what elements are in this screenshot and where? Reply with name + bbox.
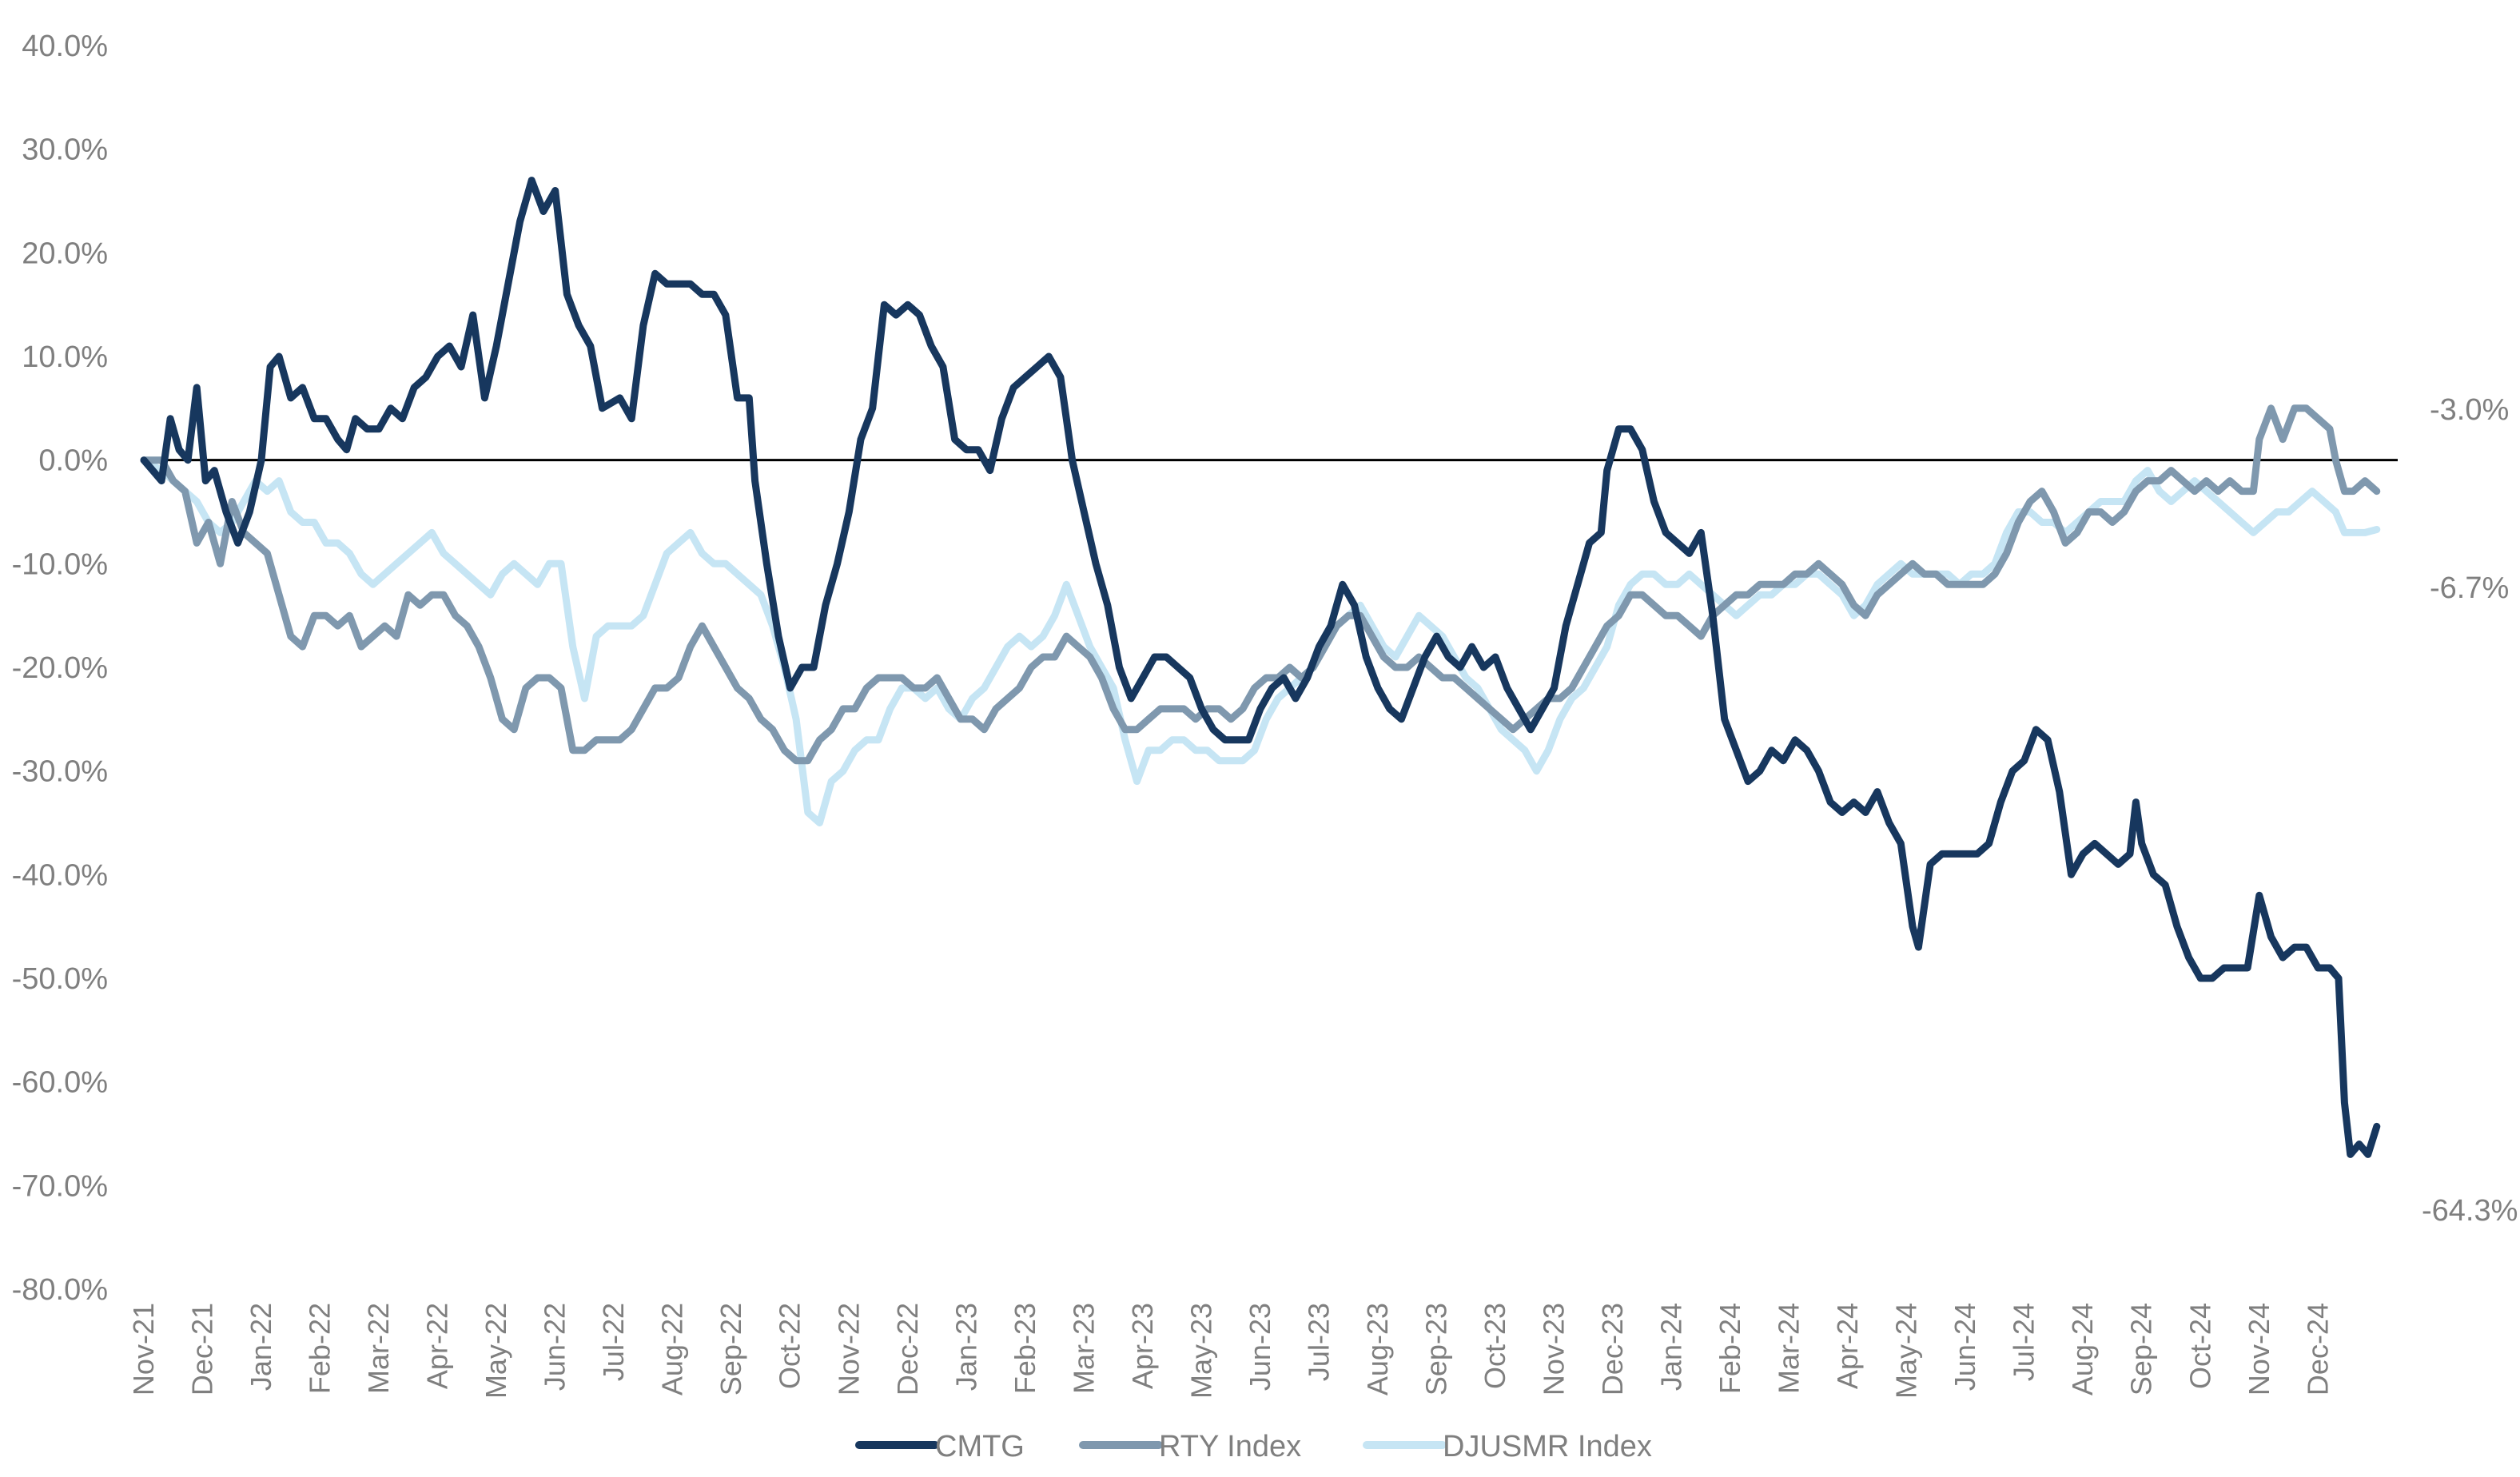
y-tick-label: 40.0% [22, 30, 108, 63]
x-tick-label: Dec-22 [891, 1303, 924, 1395]
x-tick-label: Jun-24 [1949, 1303, 1981, 1391]
x-tick-label: Jan-24 [1655, 1303, 1688, 1391]
x-tick-label: Mar-24 [1773, 1303, 1805, 1394]
series-line-cmtg [140, 177, 2381, 1158]
end-value-label: -3.0% [2430, 393, 2509, 427]
y-tick-label: -10.0% [12, 547, 108, 581]
y-tick-label: 30.0% [22, 133, 108, 167]
x-tick-label: Dec-23 [1596, 1303, 1629, 1395]
x-tick-label: Jun-23 [1244, 1303, 1276, 1391]
x-tick-label: May-24 [1890, 1303, 1923, 1399]
y-tick-label: -50.0% [12, 962, 108, 996]
x-tick-label: Feb-22 [304, 1303, 336, 1394]
x-tick-label: Jul-24 [2008, 1303, 2040, 1381]
x-tick-label: Oct-23 [1479, 1303, 1511, 1389]
x-axis-tick-labels: Nov-21 Dec-21 Jan-22 Feb-22 Mar-22 Apr-22 May-… [127, 1303, 2334, 1399]
x-tick-label: Aug-23 [1361, 1303, 1394, 1395]
x-tick-label: Jan-23 [949, 1303, 982, 1391]
legend-label: RTY Index [1159, 1430, 1301, 1463]
end-value-label: -64.3% [2422, 1194, 2518, 1228]
x-tick-label: Nov-22 [832, 1303, 865, 1395]
y-tick-label: -80.0% [12, 1273, 108, 1307]
x-tick-label: Nov-23 [1538, 1303, 1571, 1395]
legend: CMTG RTY Index DJUSMR Index [855, 1430, 1652, 1463]
x-tick-label: Jun-22 [539, 1303, 571, 1391]
y-axis-tick-labels: 40.0% 30.0% 20.0% 10.0% 0.0% -10.0% -20.0% -30.… [12, 30, 108, 1307]
y-tick-label: 20.0% [22, 237, 108, 270]
x-tick-label: Feb-23 [1009, 1303, 1041, 1394]
x-tick-label: Aug-24 [2066, 1303, 2099, 1395]
y-tick-label: -30.0% [12, 755, 108, 789]
x-tick-label: Dec-24 [2301, 1303, 2334, 1395]
x-tick-label: Jul-22 [597, 1303, 630, 1381]
x-tick-label: Sep-24 [2125, 1303, 2158, 1395]
x-tick-label: Oct-22 [774, 1303, 806, 1389]
x-tick-label: Mar-22 [362, 1303, 395, 1394]
x-tick-label: May-23 [1184, 1303, 1217, 1399]
y-tick-label: 10.0% [22, 340, 108, 374]
series-end-labels: -64.3% -3.0% -6.7% [2422, 393, 2518, 1228]
y-tick-label: -60.0% [12, 1066, 108, 1100]
legend-label: DJUSMR Index [1443, 1430, 1652, 1463]
x-tick-label: Dec-21 [186, 1303, 219, 1395]
series-line-djusmr-index [140, 456, 2381, 826]
y-tick-label: -70.0% [12, 1169, 108, 1203]
legend-label: CMTG [935, 1430, 1025, 1463]
x-tick-label: Apr-23 [1126, 1303, 1159, 1389]
x-tick-label: Jan-22 [245, 1303, 277, 1391]
y-tick-label: -20.0% [12, 651, 108, 685]
x-tick-label: Mar-23 [1067, 1303, 1100, 1394]
y-tick-label: -40.0% [12, 858, 108, 892]
y-tick-label: 0.0% [38, 444, 108, 478]
x-tick-label: Apr-22 [421, 1303, 454, 1389]
x-tick-label: Oct-24 [2184, 1303, 2216, 1389]
x-tick-label: Sep-22 [715, 1303, 747, 1395]
x-tick-label: Nov-21 [127, 1303, 160, 1395]
series-lines [140, 177, 2381, 1158]
x-tick-label: Apr-24 [1831, 1303, 1864, 1389]
end-value-label: -6.7% [2430, 571, 2509, 605]
x-tick-label: Feb-24 [1714, 1303, 1746, 1394]
x-tick-label: Nov-24 [2243, 1303, 2275, 1395]
x-tick-label: Jul-23 [1302, 1303, 1335, 1381]
x-tick-label: Aug-22 [656, 1303, 689, 1395]
series-line-rty-index [140, 404, 2381, 765]
x-tick-label: Sep-23 [1419, 1303, 1452, 1395]
x-tick-label: May-22 [480, 1303, 512, 1399]
